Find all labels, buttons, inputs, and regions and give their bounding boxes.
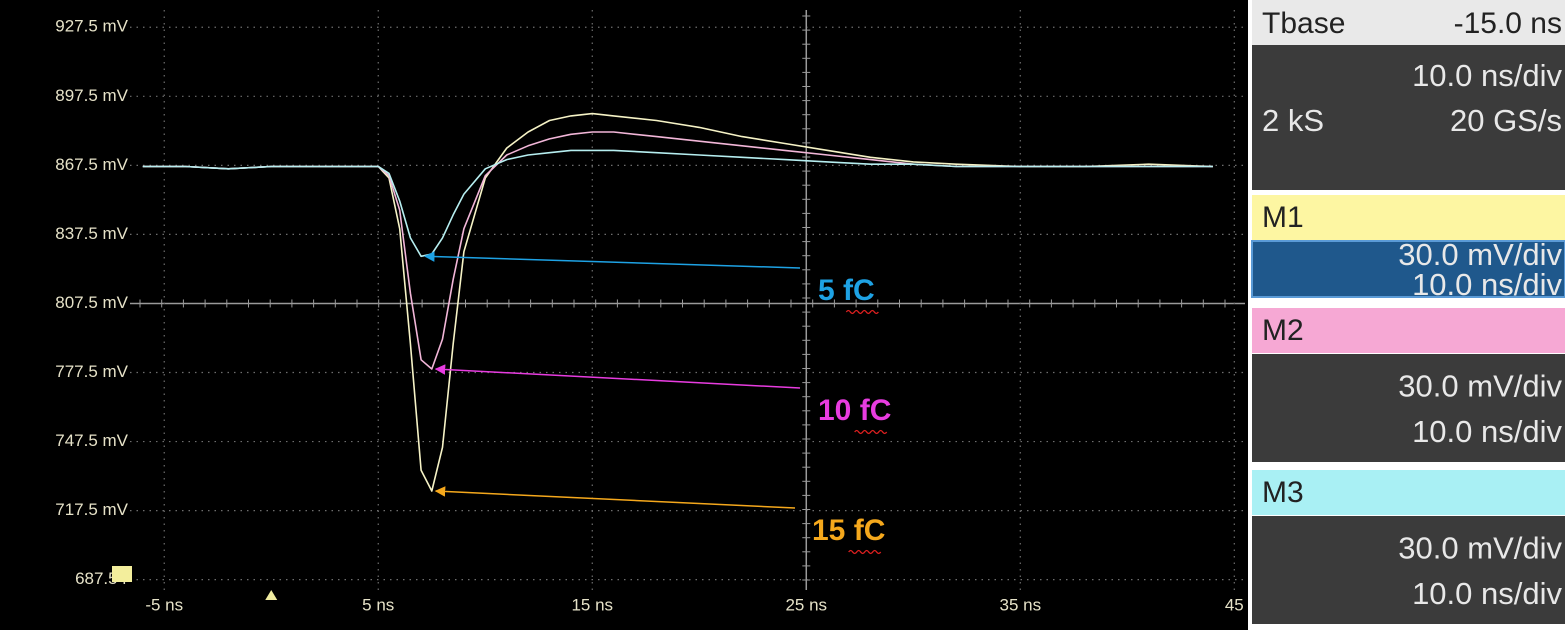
y-tick-label: 927.5 mV xyxy=(55,17,128,36)
channel-vdiv: 30.0 mV/div xyxy=(1398,369,1562,404)
plot-background xyxy=(0,0,1248,630)
ground-marker xyxy=(112,566,132,582)
sample-rate: 20 GS/s xyxy=(1450,103,1562,138)
timebase: 10.0 ns/div xyxy=(1412,58,1562,93)
y-tick-label: 717.5 mV xyxy=(55,500,128,519)
annotation-label: 5 fC xyxy=(818,274,875,307)
y-tick-label: 867.5 mV xyxy=(55,155,128,174)
samples: 2 kS xyxy=(1262,103,1324,138)
channel-panels: M1 30.0 mV/div 10.0 ns/div M2 30.0 mV/div 10.… xyxy=(1252,195,1565,624)
x-tick-label: 45 xyxy=(1225,595,1244,614)
channel-vdiv: 30.0 mV/div xyxy=(1398,531,1562,566)
x-tick-label: 25 ns xyxy=(785,595,827,614)
channel-name: M3 xyxy=(1262,476,1304,509)
channel-hdiv: 10.0 ns/div xyxy=(1412,414,1562,449)
channel-name: M2 xyxy=(1262,314,1304,347)
annotation-label: 15 fC xyxy=(812,514,885,547)
x-tick-label: 15 ns xyxy=(571,595,613,614)
y-tick-label: 897.5 mV xyxy=(55,86,128,105)
y-tick-label: 807.5 mV xyxy=(55,293,128,312)
channel-name: M1 xyxy=(1262,201,1304,234)
y-tick-label: 777.5 mV xyxy=(55,362,128,381)
tbase-label: Tbase xyxy=(1262,7,1345,40)
scope-screen: Tbase -15.0 ns 10.0 ns/div 2 kS 20 GS/s … xyxy=(0,0,1565,630)
x-tick-label: -5 ns xyxy=(145,595,183,614)
x-tick-label: 5 ns xyxy=(362,595,394,614)
annotation-label: 10 fC xyxy=(818,394,891,427)
x-tick-label: 35 ns xyxy=(999,595,1041,614)
y-tick-label: 837.5 mV xyxy=(55,224,128,243)
channel-hdiv: 10.0 ns/div xyxy=(1412,267,1562,302)
tbase-value: -15.0 ns xyxy=(1454,7,1562,40)
y-tick-label: 747.5 mV xyxy=(55,431,128,450)
channel-hdiv: 10.0 ns/div xyxy=(1412,576,1562,611)
